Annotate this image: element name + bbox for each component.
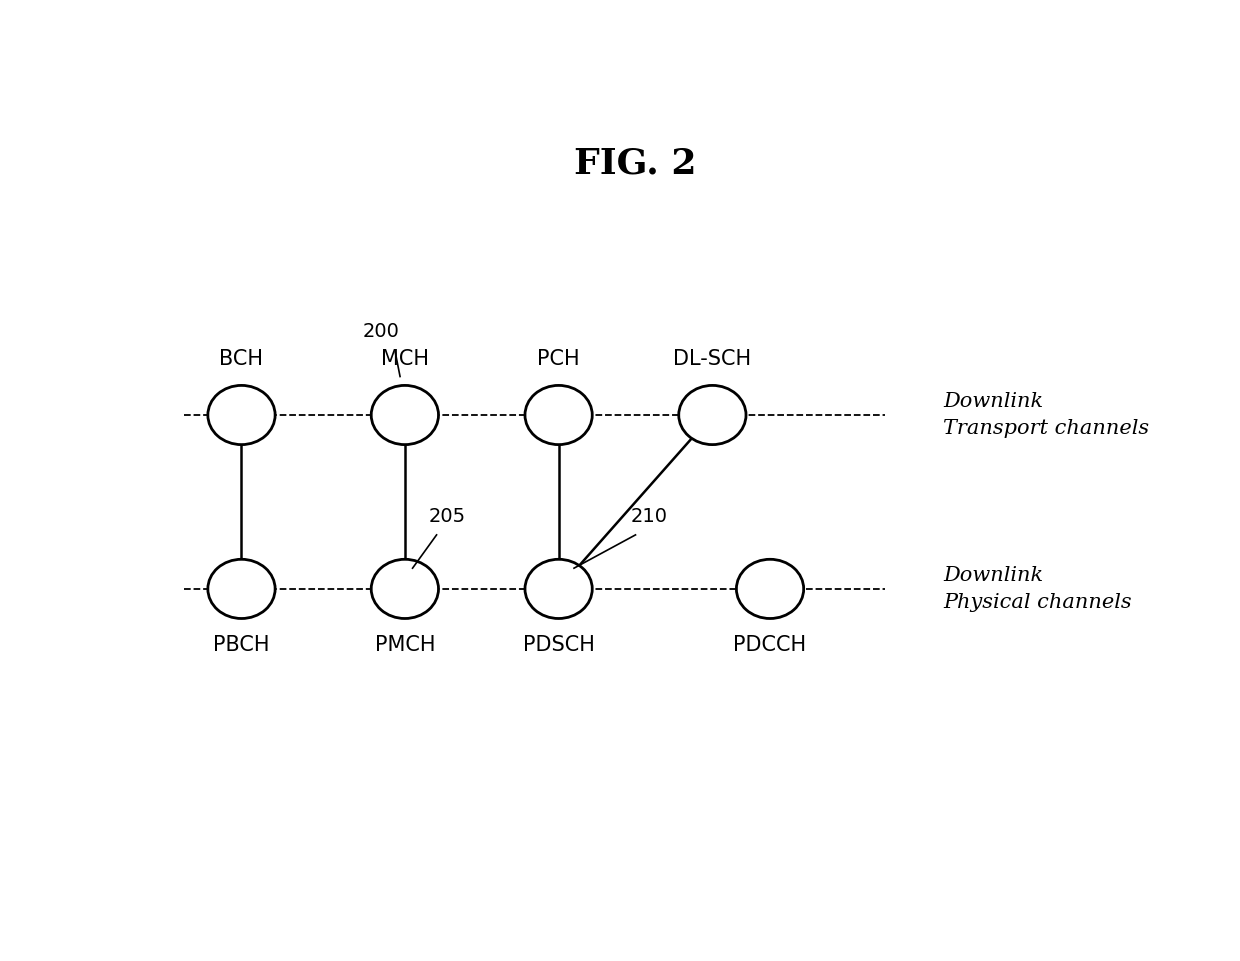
Text: BCH: BCH — [219, 349, 263, 369]
Ellipse shape — [371, 385, 439, 445]
Text: PBCH: PBCH — [213, 635, 270, 654]
Ellipse shape — [208, 385, 275, 445]
Ellipse shape — [525, 559, 593, 619]
Text: PCH: PCH — [537, 349, 580, 369]
Text: PMCH: PMCH — [374, 635, 435, 654]
Ellipse shape — [525, 385, 593, 445]
Ellipse shape — [208, 559, 275, 619]
Text: Downlink
Physical channels: Downlink Physical channels — [942, 566, 1132, 611]
Ellipse shape — [737, 559, 804, 619]
Text: 210: 210 — [631, 507, 667, 526]
Text: PDCCH: PDCCH — [734, 635, 806, 654]
Text: DL-SCH: DL-SCH — [673, 349, 751, 369]
Text: Downlink
Transport channels: Downlink Transport channels — [942, 392, 1149, 438]
Ellipse shape — [678, 385, 746, 445]
Text: FIG. 2: FIG. 2 — [574, 146, 697, 181]
Text: PDSCH: PDSCH — [523, 635, 594, 654]
Ellipse shape — [371, 559, 439, 619]
Text: MCH: MCH — [381, 349, 429, 369]
Text: 200: 200 — [362, 322, 399, 341]
Text: 205: 205 — [429, 507, 466, 526]
